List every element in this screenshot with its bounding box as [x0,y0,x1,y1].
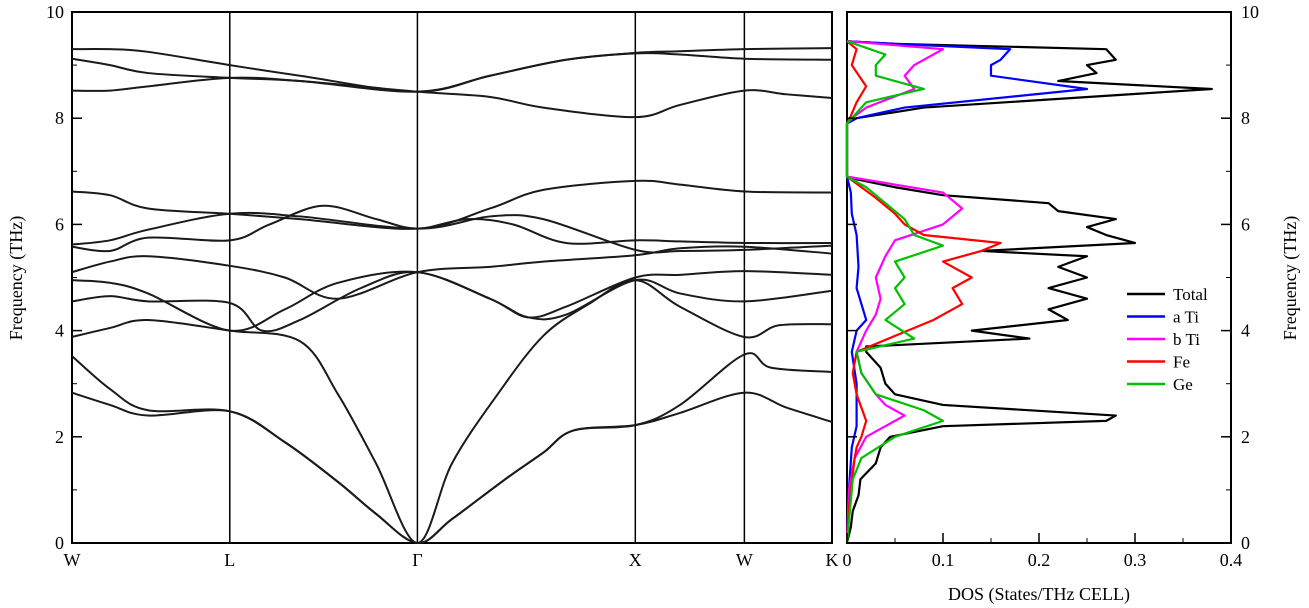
dos-y-tick-label: 8 [1241,108,1250,128]
k-point-label: W [736,550,753,570]
phonon-branch [71,76,833,119]
band-y-tick-label: 6 [55,214,64,234]
band-y-ticks: 0 2 4 6 8 10 [46,2,82,553]
dos-y-ticks: 0 2 4 6 8 10 [847,2,1259,553]
dos-panel: 0 0.1 0.2 0.3 0.4 0 2 4 6 8 10 DOS (States/THz CE… [843,2,1302,605]
dos-y-tick-label: 0 [1241,533,1250,553]
k-point-label: Γ [412,550,422,570]
band-y-tick-label: 10 [46,2,64,22]
legend: Total a Ti b Ti Fe Ge [1127,285,1208,394]
band-y-tick-label: 8 [55,108,64,128]
dos-curves [845,40,1213,544]
dos-y-tick-label: 6 [1241,214,1250,234]
dos-series-fe [845,40,1002,544]
dos-y-tick-label: 10 [1241,2,1259,22]
dos-series-total [845,40,1213,544]
phonon-branch [71,211,833,254]
phonon-branch [71,391,833,545]
phonon-branch [71,47,833,93]
dos-x-tick-label: 0.3 [1124,550,1147,570]
dos-x-axis-title: DOS (States/THz CELL) [948,584,1130,605]
dos-y-axis-title: Frequency (THz) [1280,216,1301,340]
k-point-label: W [64,550,81,570]
legend-label: b Ti [1173,330,1200,349]
dos-series-b-ti [845,40,964,544]
legend-label: Fe [1173,353,1190,372]
high-symmetry-lines [229,12,746,543]
phonon-branch [71,352,833,545]
phonon-branch [71,270,833,332]
phonon-branch [71,279,833,545]
dos-x-tick-label: 0.2 [1028,550,1051,570]
band-y-axis-title: Frequency (THz) [6,216,27,340]
phonon-branch [71,204,833,253]
dos-x-tick-label: 0.4 [1220,550,1243,570]
dos-y-tick-label: 4 [1241,321,1250,341]
dos-x-tick-label: 0 [843,550,852,570]
band-structure-panel: 0 2 4 6 8 10 W L Γ X W K Frequency (THz) [6,2,839,570]
band-y-tick-label: 2 [55,427,64,447]
phonon-branches [71,47,833,545]
phonon-branch [71,179,833,230]
legend-label: Total [1173,285,1208,304]
k-point-label: X [629,550,642,570]
band-y-tick-label: 4 [55,321,64,341]
legend-label: Ge [1173,375,1193,394]
dos-x-ticks: 0 0.1 0.2 0.3 0.4 [843,533,1243,570]
dos-y-tick-label: 2 [1241,427,1250,447]
phonon-branch [71,245,833,300]
band-y-tick-label: 0 [55,533,64,553]
k-point-label: L [224,550,235,570]
legend-label: a Ti [1173,308,1199,327]
k-point-label: K [826,550,839,570]
dos-series-a-ti [845,40,1089,544]
dos-series-ge [845,40,945,544]
dos-x-tick-label: 0.1 [932,550,955,570]
